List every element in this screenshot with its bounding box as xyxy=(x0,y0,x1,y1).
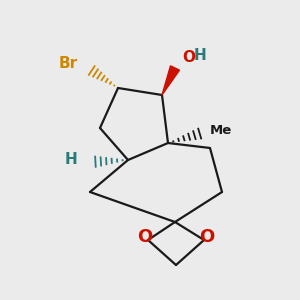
Text: O: O xyxy=(182,50,195,64)
Text: H: H xyxy=(64,152,77,167)
Text: Br: Br xyxy=(59,56,78,70)
Text: Me: Me xyxy=(210,124,232,136)
Text: H: H xyxy=(194,47,207,62)
Polygon shape xyxy=(162,66,179,95)
Text: O: O xyxy=(137,228,153,246)
Text: O: O xyxy=(200,228,214,246)
